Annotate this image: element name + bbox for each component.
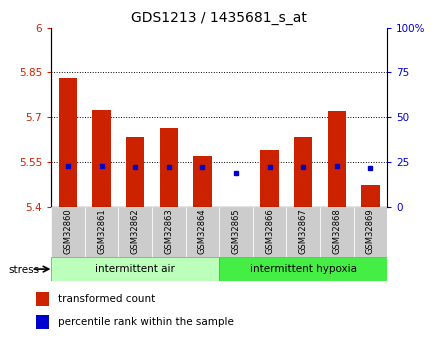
Text: GSM32869: GSM32869 bbox=[366, 208, 375, 254]
Bar bbox=[193, 156, 212, 207]
Text: intermittent air: intermittent air bbox=[95, 264, 175, 274]
Text: percentile rank within the sample: percentile rank within the sample bbox=[58, 317, 234, 327]
Title: GDS1213 / 1435681_s_at: GDS1213 / 1435681_s_at bbox=[131, 11, 307, 25]
Text: GSM32862: GSM32862 bbox=[131, 208, 140, 254]
Bar bbox=[118, 207, 152, 257]
Bar bbox=[219, 207, 253, 257]
Bar bbox=[85, 207, 118, 257]
Bar bbox=[328, 111, 346, 207]
Text: GSM32863: GSM32863 bbox=[164, 208, 173, 254]
Text: GSM32868: GSM32868 bbox=[332, 208, 341, 254]
Text: stress: stress bbox=[9, 265, 40, 275]
Bar bbox=[36, 315, 49, 329]
Bar bbox=[253, 207, 287, 257]
Bar bbox=[287, 207, 320, 257]
Text: GSM32865: GSM32865 bbox=[231, 208, 240, 254]
Text: intermittent hypoxia: intermittent hypoxia bbox=[250, 264, 356, 274]
Bar bbox=[36, 292, 49, 306]
Bar bbox=[260, 150, 279, 207]
Text: GSM32864: GSM32864 bbox=[198, 208, 207, 254]
Text: transformed count: transformed count bbox=[58, 294, 156, 304]
Text: GSM32867: GSM32867 bbox=[299, 208, 307, 254]
Bar bbox=[92, 110, 111, 207]
Bar bbox=[320, 207, 354, 257]
Text: GSM32866: GSM32866 bbox=[265, 208, 274, 254]
Text: GSM32861: GSM32861 bbox=[97, 208, 106, 254]
Bar bbox=[51, 257, 219, 281]
Bar bbox=[59, 78, 77, 207]
Bar bbox=[361, 186, 380, 207]
Bar bbox=[186, 207, 219, 257]
Text: GSM32860: GSM32860 bbox=[64, 208, 73, 254]
Bar bbox=[159, 128, 178, 207]
Bar bbox=[126, 137, 145, 207]
Bar bbox=[353, 207, 387, 257]
Bar bbox=[51, 207, 85, 257]
Bar bbox=[152, 207, 186, 257]
Bar bbox=[294, 137, 312, 207]
Bar bbox=[219, 257, 387, 281]
